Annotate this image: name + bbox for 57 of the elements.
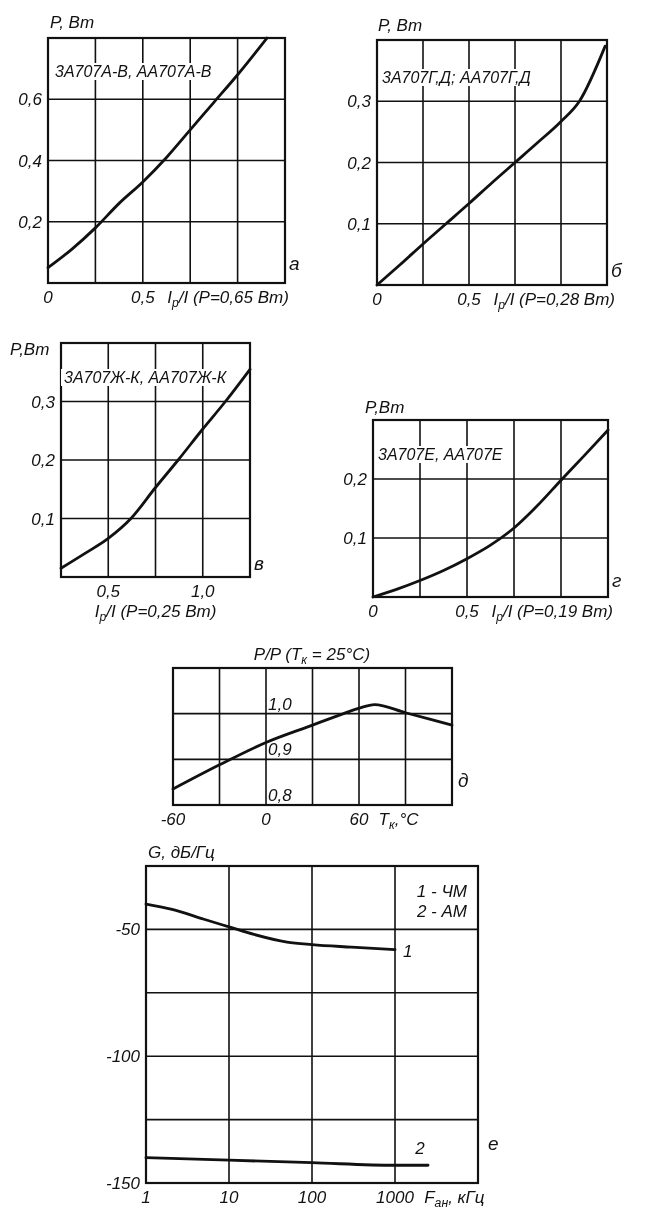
x-tick-label: 0,5 bbox=[96, 582, 121, 601]
x-tick-label: -60 bbox=[160, 810, 186, 829]
series-label: 3А707Ж-К, АА707Ж-К bbox=[64, 369, 228, 386]
x-tick-label: 0 bbox=[368, 602, 379, 621]
y-tick-label: 0,1 bbox=[31, 509, 55, 529]
x-tick-label: 0 bbox=[261, 810, 272, 829]
y-tick-label: 0,2 bbox=[31, 451, 56, 470]
x-tick-label: 100 bbox=[297, 1188, 327, 1207]
y-tick-label: 0,3 bbox=[31, 392, 56, 412]
y-tick-label: -150 bbox=[105, 1174, 141, 1193]
x-axis-title: F$_{ан}$, кГц bbox=[424, 1188, 485, 1210]
y-tick-label: 0,6 bbox=[18, 90, 43, 110]
x-axis-title: I$_{р}$/I (P=0,65 Вт) bbox=[167, 288, 289, 310]
series-label: 2 bbox=[414, 1139, 426, 1159]
y-tick-label: 1,0 bbox=[268, 694, 293, 714]
x-axis-title: I$_{р}$/I (P=0,19 Вт) bbox=[491, 602, 614, 624]
y-axis-title: P/P (T$_{к}$ = 25°C) bbox=[253, 645, 371, 667]
annotation: 2 - АМ bbox=[415, 902, 468, 921]
y-tick-label: 0,2 bbox=[343, 470, 368, 489]
x-tick-label: 1 bbox=[141, 1188, 151, 1207]
x-axis-title: I$_{р}$/I (P=0,28 Вт) bbox=[493, 290, 616, 312]
x-tick-label: 0 bbox=[372, 290, 383, 309]
y-axis-title: P, Вт bbox=[378, 16, 423, 35]
x-tick-label: 0,5 bbox=[457, 290, 482, 309]
x-tick-label: 60 bbox=[349, 810, 369, 829]
text: 3А707Г,Д; АА707Г,Д bbox=[382, 69, 531, 86]
x-axis-title: T$_{к}$,°C bbox=[378, 810, 420, 832]
text: г bbox=[612, 570, 622, 591]
text: д bbox=[458, 770, 469, 791]
y-tick-label: 0,8 bbox=[268, 786, 293, 805]
y-axis-title: P,Вт bbox=[365, 398, 405, 417]
text: е bbox=[488, 1133, 499, 1154]
annotation: 1 - ЧМ bbox=[416, 882, 468, 901]
y-axis-title: G, дБ/Гц bbox=[148, 843, 216, 862]
x-tick-label: 0,5 bbox=[455, 602, 480, 621]
y-tick-label: 0,1 bbox=[343, 529, 367, 548]
text: б bbox=[611, 260, 623, 281]
y-tick-label: 0,9 bbox=[268, 740, 293, 760]
y-tick-label: 0,3 bbox=[347, 92, 372, 112]
y-tick-label: -100 bbox=[105, 1047, 141, 1067]
y-tick-label: -50 bbox=[115, 920, 141, 940]
y-tick-label: 0,4 bbox=[18, 151, 42, 171]
y-tick-label: 0,1 bbox=[347, 214, 371, 234]
x-tick-label: 0,5 bbox=[130, 288, 156, 307]
y-tick-label: 0,2 bbox=[18, 212, 43, 232]
x-axis-title: I$_{р}$/I (P=0,25 Вт) bbox=[94, 602, 217, 624]
x-tick-label: 1000 bbox=[376, 1188, 415, 1207]
text: 3А707Е, АА707Е bbox=[378, 446, 503, 463]
y-axis-title: P,Вт bbox=[10, 340, 50, 359]
text: в bbox=[254, 553, 264, 574]
series-label: 3А707А-В, АА707А-В bbox=[55, 63, 212, 80]
x-tick-label: 0 bbox=[43, 288, 54, 307]
x-tick-label: 10 bbox=[219, 1188, 239, 1207]
series-label: 1 bbox=[403, 941, 413, 961]
text: а bbox=[289, 253, 300, 274]
y-axis-title: P, Вт bbox=[50, 13, 95, 32]
y-tick-label: 0,2 bbox=[347, 153, 372, 173]
